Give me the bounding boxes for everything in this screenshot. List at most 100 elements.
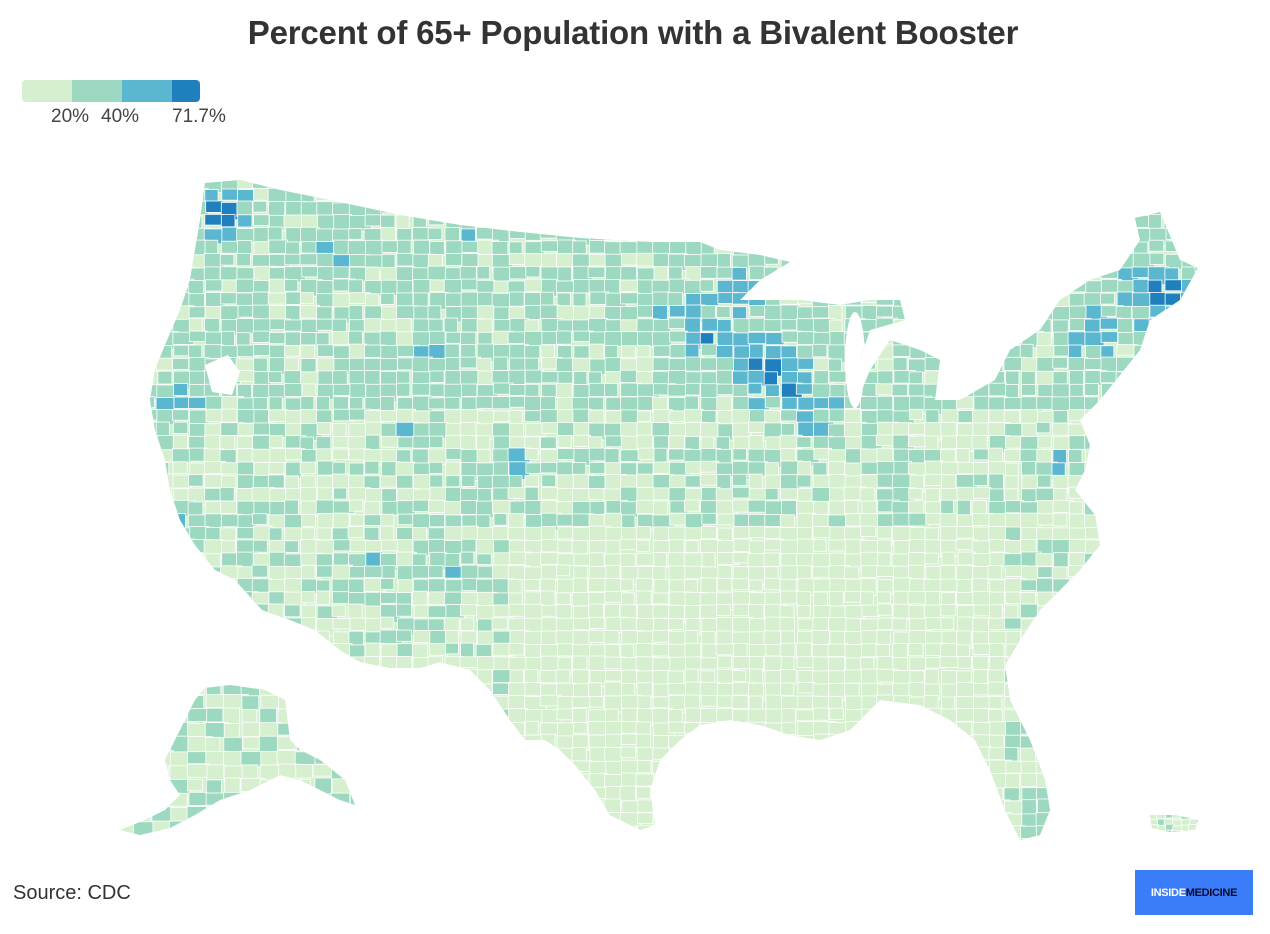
county-cell	[150, 213, 159, 227]
county-cell	[795, 839, 817, 840]
county-cell	[764, 746, 783, 764]
county-cell	[908, 422, 928, 436]
county-cell	[150, 240, 160, 257]
county-cell	[1132, 616, 1151, 629]
county-cell	[120, 694, 136, 711]
county-cell	[621, 839, 636, 840]
county-cell	[1069, 668, 1086, 688]
county-cell	[763, 799, 778, 816]
county-cell	[379, 773, 399, 792]
county-cell	[1069, 527, 1086, 540]
county-cell	[476, 553, 492, 566]
county-cell	[972, 306, 992, 325]
county-cell	[313, 821, 333, 835]
county-cell	[313, 708, 332, 722]
county-cell	[172, 605, 187, 624]
county-cell	[957, 304, 975, 321]
county-cell	[572, 786, 592, 805]
county-cell	[1021, 267, 1044, 279]
county-cell	[668, 787, 685, 802]
county-cell	[940, 799, 959, 816]
county-cell	[843, 409, 862, 424]
county-cell	[348, 189, 370, 204]
county-cell	[1003, 266, 1024, 281]
county-cell	[924, 357, 943, 371]
county-cell	[939, 331, 963, 346]
county-cell	[957, 461, 975, 475]
county-cell	[635, 356, 655, 373]
county-cell	[812, 773, 835, 785]
county-cell	[700, 227, 722, 240]
county-cell	[1149, 590, 1170, 609]
county-cell	[1021, 241, 1040, 261]
county-cell	[155, 605, 178, 623]
county-cell	[684, 513, 704, 530]
county-cell	[1131, 305, 1150, 320]
county-cell	[1069, 604, 1084, 617]
county-cell	[653, 772, 668, 785]
county-cell	[1180, 422, 1197, 442]
county-cell	[829, 591, 844, 608]
county-cell	[260, 751, 279, 766]
county-cell	[1005, 760, 1022, 774]
county-cell	[299, 800, 323, 817]
county-cell	[908, 318, 924, 334]
county-cell	[1131, 187, 1153, 206]
county-cell	[1069, 682, 1091, 698]
county-cell	[253, 798, 277, 811]
county-cell	[397, 670, 413, 683]
county-cell	[169, 735, 189, 753]
county-cell	[957, 825, 976, 840]
county-cell	[333, 812, 349, 829]
county-cell	[875, 240, 894, 256]
county-cell	[1196, 669, 1198, 683]
county-cell	[1101, 382, 1116, 401]
county-cell	[397, 838, 416, 840]
county-cell	[972, 800, 991, 816]
county-cell	[1147, 421, 1168, 435]
county-cell	[220, 631, 244, 646]
county-cell	[797, 331, 817, 346]
county-cell	[813, 591, 828, 607]
county-cell	[380, 669, 401, 689]
county-cell	[909, 838, 928, 840]
county-cell	[828, 747, 846, 760]
county-cell	[716, 604, 731, 616]
county-cell	[349, 787, 373, 804]
county-cell	[605, 825, 625, 840]
county-cell	[1019, 735, 1042, 750]
county-cell	[427, 605, 448, 618]
county-cell	[332, 670, 353, 686]
county-cell	[1004, 240, 1021, 259]
county-cell	[860, 525, 877, 537]
county-cell	[1101, 422, 1118, 436]
county-cell	[972, 590, 991, 606]
county-cell	[237, 397, 255, 412]
county-cell	[668, 798, 688, 814]
county-cell	[1180, 215, 1198, 227]
county-cell	[1148, 566, 1166, 581]
county-cell	[150, 267, 156, 283]
county-cell	[972, 655, 989, 670]
county-cell	[330, 694, 355, 710]
county-cell	[684, 540, 699, 553]
county-cell	[651, 760, 674, 777]
county-cell	[557, 722, 576, 737]
county-cell	[780, 590, 798, 605]
county-cell	[861, 227, 883, 245]
county-cell	[572, 760, 593, 773]
county-cell	[461, 668, 480, 685]
county-cell	[188, 644, 205, 660]
county-cell	[203, 826, 226, 840]
county-cell	[684, 475, 702, 488]
county-cell	[765, 226, 786, 246]
county-cell	[620, 578, 634, 592]
county-cell	[1197, 525, 1198, 540]
county-cell	[1163, 631, 1184, 646]
county-cell	[276, 736, 296, 750]
legend-swatch-1	[22, 80, 72, 102]
county-cell	[1037, 682, 1058, 696]
county-cell	[1083, 812, 1098, 825]
county-cell	[1117, 592, 1134, 606]
county-cell	[205, 792, 226, 806]
